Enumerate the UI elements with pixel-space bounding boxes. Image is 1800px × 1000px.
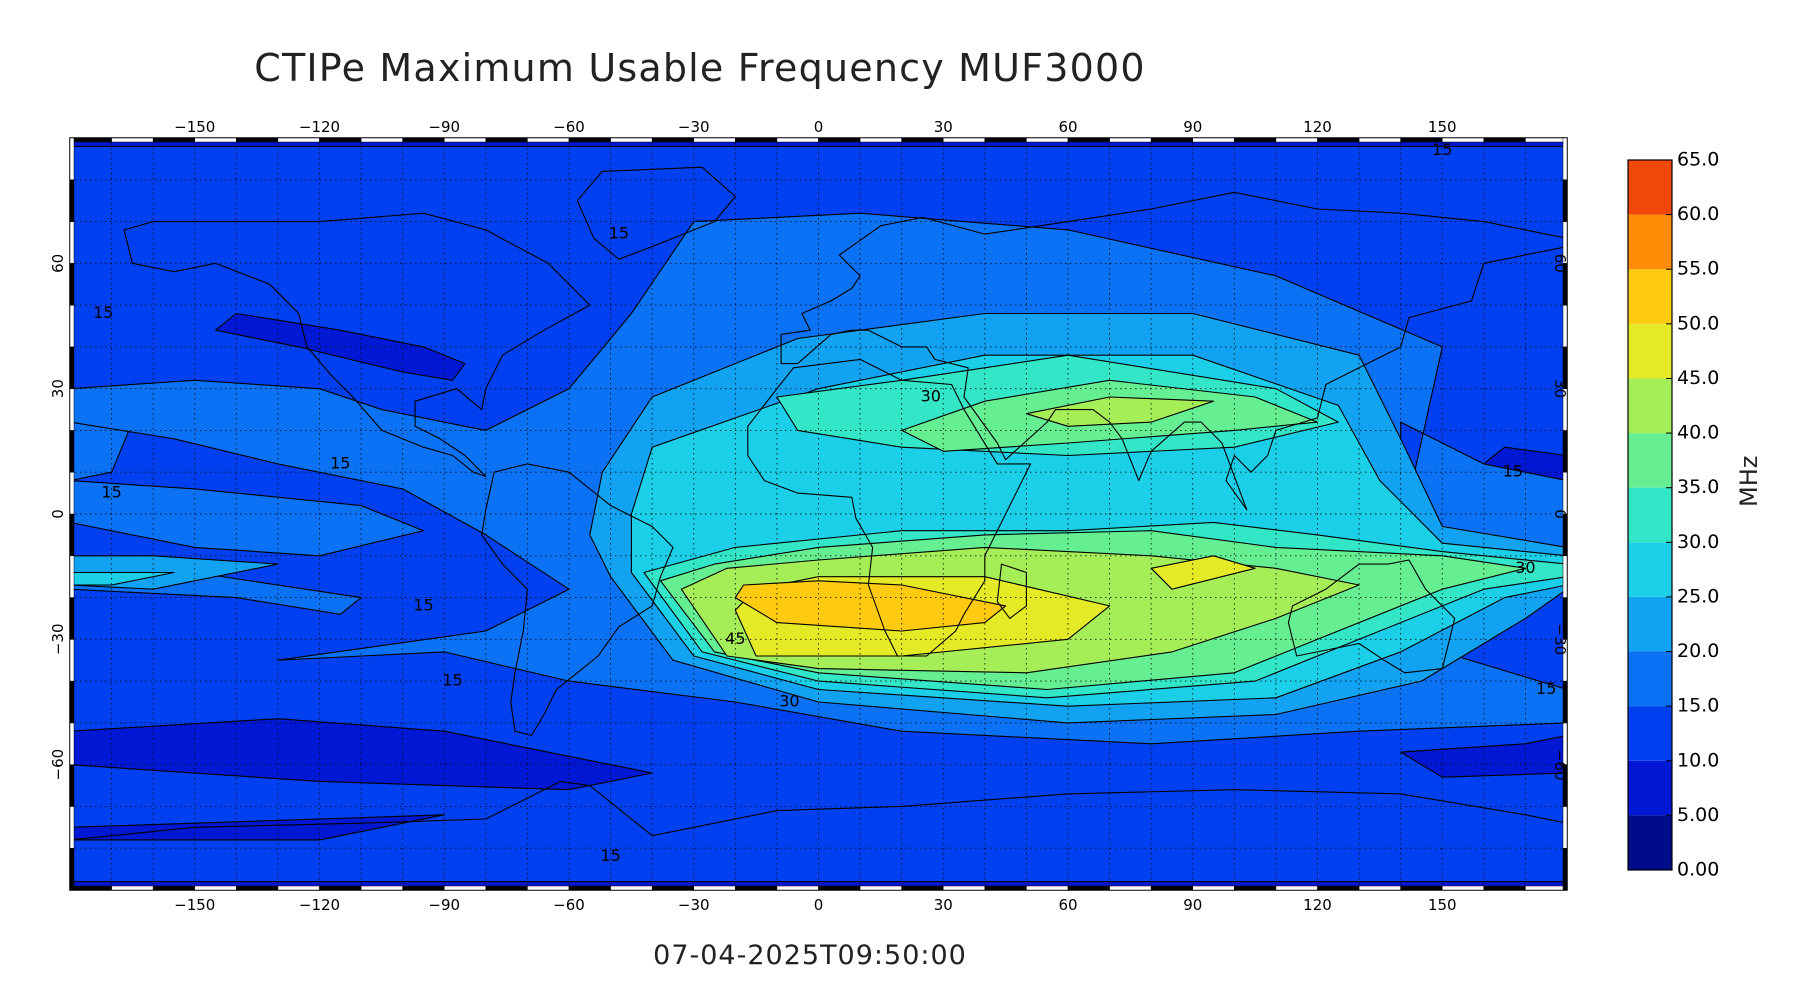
contour-band-9 bbox=[70, 480, 425, 557]
contour-band-23 bbox=[1150, 555, 1256, 590]
lon-tick-top-90: 90 bbox=[1183, 118, 1202, 136]
colorbar-tick-8: 40.0 bbox=[1677, 422, 1719, 444]
lon-tick-bottom--30: −30 bbox=[678, 896, 710, 914]
lat-lon-grid bbox=[70, 138, 1567, 890]
contour-label-2: 15 bbox=[101, 483, 121, 502]
map-axis-ticks: −150 −150 −120 −120 −90 −90 −60 −60 −30 −30 0 0 30 30… bbox=[49, 118, 1569, 914]
lon-tick-top--60: −60 bbox=[553, 118, 585, 136]
contour-label-11: 30 bbox=[779, 692, 799, 711]
lon-tick-bottom-30: 30 bbox=[934, 896, 953, 914]
contour-label-6: 15 bbox=[609, 224, 629, 243]
lon-tick-bottom-60: 60 bbox=[1058, 896, 1077, 914]
colorbar-band-10 bbox=[1628, 269, 1672, 324]
colorbar-band-1 bbox=[1628, 760, 1672, 816]
colorbar-tick-5: 25.0 bbox=[1677, 585, 1719, 607]
coastline-africa bbox=[747, 358, 1032, 657]
colorbar-tick-9: 45.0 bbox=[1677, 367, 1719, 389]
contour-label-4: 15 bbox=[442, 671, 462, 690]
lon-tick-bottom--120: −120 bbox=[299, 896, 340, 914]
contour-label-8: 15 bbox=[1503, 462, 1523, 481]
colorbar-band-11 bbox=[1628, 214, 1672, 270]
coastline-australia bbox=[1287, 559, 1456, 674]
contour-label-5: 15 bbox=[600, 846, 620, 865]
colorbar-band-5 bbox=[1628, 542, 1672, 597]
lon-tick-top-150: 150 bbox=[1428, 118, 1457, 136]
coastline-madagascar bbox=[996, 563, 1027, 619]
contour-label-13: 45 bbox=[725, 629, 745, 648]
colorbar-tick-4: 20.0 bbox=[1677, 640, 1719, 662]
lon-tick-top--150: −150 bbox=[174, 118, 215, 136]
lon-tick-top--90: −90 bbox=[428, 118, 460, 136]
colorbar-tick-10: 50.0 bbox=[1677, 312, 1719, 334]
colorbar-tick-6: 30.0 bbox=[1677, 531, 1719, 553]
contour-labels: 15 15 15 15 15 15 15 15 15 15 30 30 30 45 bbox=[93, 140, 1556, 865]
lat-tick-right--60: −60 bbox=[1551, 749, 1569, 781]
contour-label-12: 30 bbox=[1515, 558, 1535, 577]
colorbar-border bbox=[1627, 159, 1673, 871]
colorbar-band-8 bbox=[1628, 378, 1672, 434]
chart-title: CTIPe Maximum Usable Frequency MUF3000 bbox=[254, 46, 1146, 90]
colorbar-tick-0: 0.00 bbox=[1677, 859, 1719, 881]
contour-label-7: 15 bbox=[1432, 140, 1452, 159]
contour-label-3: 15 bbox=[413, 595, 433, 614]
colorbar-tick-1: 5.00 bbox=[1677, 804, 1719, 826]
lon-tick-bottom--60: −60 bbox=[553, 896, 585, 914]
colorbar-band-4 bbox=[1628, 596, 1672, 652]
lat-tick-left--60: −60 bbox=[49, 749, 67, 781]
contour-label-0: 15 bbox=[93, 303, 113, 322]
coastline-north-america bbox=[123, 212, 591, 477]
colorbar-tick-7: 35.0 bbox=[1677, 476, 1719, 498]
colorbar-tick-13: 65.0 bbox=[1677, 149, 1719, 171]
lat-tick-left-60: 60 bbox=[49, 254, 67, 273]
colorbar-band-6 bbox=[1628, 487, 1672, 543]
lon-tick-top-120: 120 bbox=[1303, 118, 1332, 136]
colorbar-tick-3: 15.0 bbox=[1677, 695, 1719, 717]
colorbar-band-9 bbox=[1628, 323, 1672, 379]
timestamp: 07-04-2025T09:50:00 bbox=[653, 940, 967, 971]
colorbar-tick-11: 55.0 bbox=[1677, 258, 1719, 280]
lat-tick-right-60: 60 bbox=[1551, 254, 1569, 273]
lat-tick-left--30: −30 bbox=[49, 624, 67, 656]
colorbar: 0.00 5.00 10.0 15.0 20.0 25.0 30.0 35.0 40.0 45.0… bbox=[1627, 149, 1719, 881]
lon-tick-bottom-90: 90 bbox=[1183, 896, 1202, 914]
lat-tick-right-0: 0 bbox=[1551, 509, 1569, 519]
lon-tick-top-30: 30 bbox=[934, 118, 953, 136]
colorbar-band-7 bbox=[1628, 433, 1672, 488]
colorbar-band-12 bbox=[1628, 160, 1672, 215]
coastline-south-america bbox=[481, 463, 674, 736]
lon-tick-bottom--150: −150 bbox=[174, 896, 215, 914]
colorbar-band-2 bbox=[1628, 706, 1672, 761]
colorbar-tick-12: 60.0 bbox=[1677, 203, 1719, 225]
contour-band-6 bbox=[1400, 734, 1567, 778]
lon-tick-bottom-120: 120 bbox=[1303, 896, 1332, 914]
lon-tick-top-0: 0 bbox=[814, 118, 824, 136]
colorbar-band-3 bbox=[1628, 651, 1672, 707]
lon-tick-top--30: −30 bbox=[678, 118, 710, 136]
lat-tick-left-0: 0 bbox=[49, 509, 67, 519]
contour-band-24 bbox=[734, 580, 1007, 632]
coastline-greenland bbox=[576, 166, 736, 260]
colorbar-tick-2: 10.0 bbox=[1677, 749, 1719, 771]
lat-tick-right-30: 30 bbox=[1551, 379, 1569, 398]
lon-tick-top-60: 60 bbox=[1058, 118, 1077, 136]
coastlines bbox=[70, 166, 1567, 890]
coastline-antarctica bbox=[70, 780, 1567, 890]
contour-label-1: 15 bbox=[330, 453, 350, 472]
colorbar-unit: MHz bbox=[1735, 455, 1763, 507]
contour-band-21 bbox=[1025, 396, 1215, 427]
contour-band-1 bbox=[70, 814, 445, 841]
contour-label-9: 15 bbox=[1536, 679, 1556, 698]
lat-tick-right--30: −30 bbox=[1551, 624, 1569, 656]
contour-band-15 bbox=[70, 571, 175, 586]
map-frame bbox=[69, 137, 1568, 891]
lon-tick-bottom-0: 0 bbox=[814, 896, 824, 914]
lon-tick-top--120: −120 bbox=[299, 118, 340, 136]
colorbar-band-0 bbox=[1628, 815, 1672, 870]
lon-tick-bottom--90: −90 bbox=[428, 896, 460, 914]
contour-label-10: 30 bbox=[921, 387, 941, 406]
lon-tick-bottom-150: 150 bbox=[1428, 896, 1457, 914]
lat-tick-left-30: 30 bbox=[49, 379, 67, 398]
coastline-eurasia bbox=[780, 191, 1567, 511]
